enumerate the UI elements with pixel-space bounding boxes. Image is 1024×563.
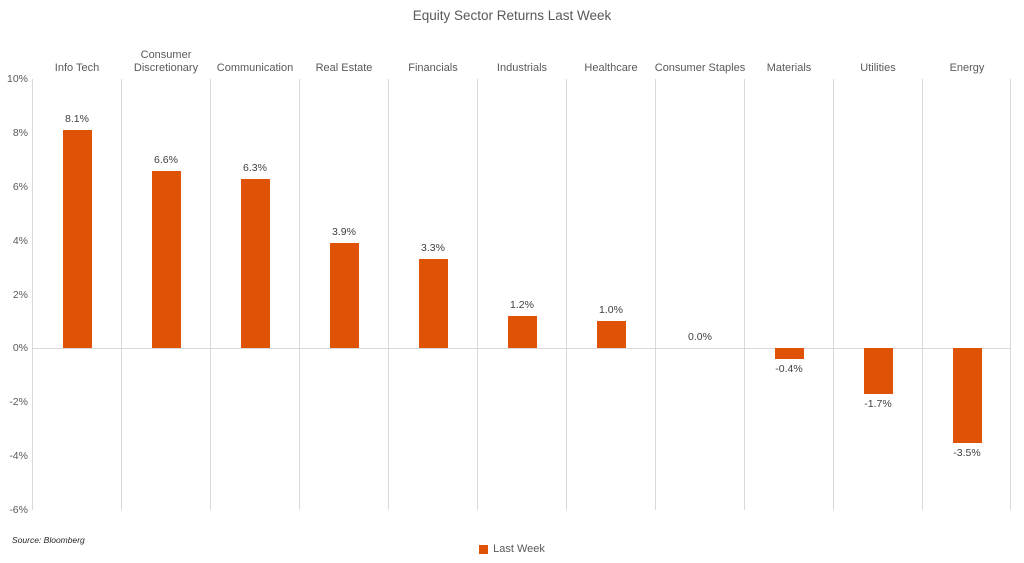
- bar-value-label: 1.0%: [599, 304, 623, 317]
- category-label: Energy: [949, 62, 985, 74]
- category-label: Real Estate: [315, 62, 373, 74]
- category-label: Info Tech: [54, 62, 100, 74]
- y-axis-tick-label: -4%: [9, 450, 28, 463]
- y-axis-tick-label: 6%: [12, 180, 28, 193]
- bar-positive: [597, 321, 626, 349]
- bar-value-label: 6.6%: [154, 153, 178, 166]
- bar-value-label: 0.0%: [688, 331, 712, 344]
- bar-positive: [508, 316, 537, 349]
- bar-value-label: 1.2%: [510, 299, 534, 312]
- category-label: Communication: [216, 62, 294, 74]
- category-column: Financials 3.3%: [388, 62, 477, 510]
- legend-swatch-icon: [479, 544, 489, 554]
- y-axis-tick-label: 8%: [12, 126, 28, 139]
- category-label: Consumer Discretionary: [133, 49, 199, 74]
- bar-positive: [330, 243, 359, 349]
- category-column: Healthcare 1.0%: [566, 62, 655, 510]
- bar-positive: [152, 170, 181, 349]
- bar-positive: [241, 178, 270, 349]
- category-label: Industrials: [496, 62, 548, 74]
- bar-value-label: 3.3%: [421, 242, 445, 255]
- source-note: Source: Bloomberg: [12, 535, 85, 545]
- category-column: Real Estate 3.9%: [299, 62, 388, 510]
- legend: Last Week: [0, 543, 1024, 555]
- plot-area: Info Tech 8.1% Consumer Discretionary 6.6% C…: [32, 49, 1011, 510]
- category-column: Materials -0.4%: [744, 62, 833, 510]
- bar-positive: [419, 259, 448, 349]
- category-column: Info Tech 8.1%: [32, 62, 121, 510]
- category-label: Healthcare: [584, 62, 638, 74]
- zero-axis-line: [32, 348, 1011, 350]
- category-label: Utilities: [860, 62, 896, 74]
- category-label: Materials: [766, 62, 812, 74]
- plot-right-gridline: [1010, 79, 1011, 510]
- bar-value-label: -0.4%: [775, 363, 803, 376]
- bar-negative: [953, 348, 982, 443]
- bar-value-label: 8.1%: [65, 113, 89, 126]
- y-axis-tick-label: -6%: [9, 504, 28, 516]
- bar-negative: [864, 348, 893, 395]
- category-column: Consumer Staples 0.0%: [655, 62, 745, 510]
- bar-value-label: -3.5%: [953, 446, 981, 459]
- category-label: Consumer Staples: [654, 62, 746, 74]
- y-axis-tick-label: 0%: [12, 342, 28, 355]
- category-column: Communication 6.3%: [210, 62, 299, 510]
- category-label: Financials: [408, 62, 458, 74]
- y-axis-tick-label: 10%: [6, 73, 28, 85]
- chart-title: Equity Sector Returns Last Week: [412, 8, 612, 23]
- y-axis: 10% 8% 6% 4% 2% 0% -2% -4% -6%: [0, 73, 28, 516]
- bar-positive: [63, 130, 92, 349]
- category-column: Consumer Discretionary 6.6%: [121, 49, 210, 510]
- bar-value-label: -1.7%: [864, 398, 892, 411]
- category-column: Energy -3.5%: [922, 62, 1011, 510]
- category-column: Utilities -1.7%: [833, 62, 922, 510]
- bar-negative: [775, 348, 804, 360]
- legend-label: Last Week: [493, 543, 545, 555]
- y-axis-tick-label: -2%: [9, 396, 28, 409]
- bar-value-label: 3.9%: [332, 226, 356, 239]
- y-axis-tick-label: 2%: [12, 288, 28, 301]
- y-axis-tick-label: 4%: [12, 234, 28, 247]
- category-column: Industrials 1.2%: [477, 62, 566, 510]
- bar-value-label: 6.3%: [243, 161, 267, 174]
